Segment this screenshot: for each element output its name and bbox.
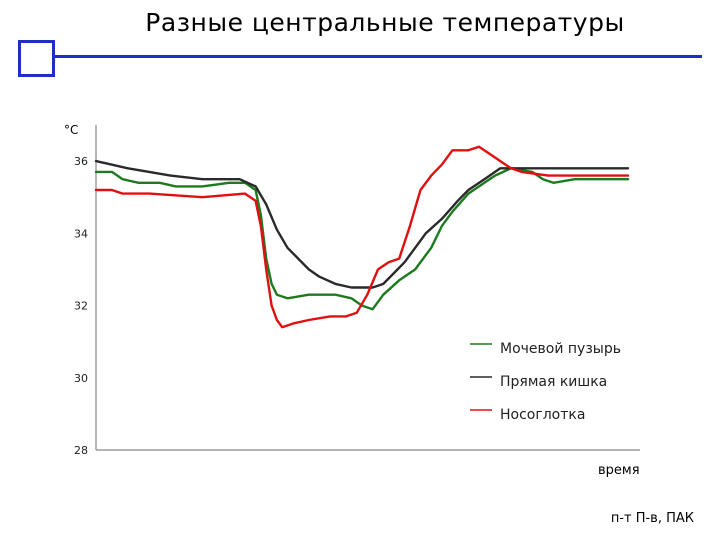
legend-label: Прямая кишка [500,374,607,390]
y-tick-label: 34 [74,227,88,240]
x-axis-label: время [598,463,640,478]
y-tick-label: 32 [74,300,88,313]
decorative-square-icon [18,40,55,77]
footer-note: п-т П-в, ПАК [610,511,694,526]
y-tick-label: 36 [74,155,88,168]
chart-axes [95,125,640,451]
y-tick-label: 28 [74,444,88,457]
legend-label: Мочевой пузырь [500,341,621,357]
series-line [94,159,630,289]
y-tick-labels: 28 30 32 34 36 [74,155,88,457]
series-lines [94,145,630,329]
series-line [94,145,630,329]
y-tick-label: 30 [74,372,88,385]
y-axis-label: °C [64,123,78,137]
title-underline-bar [52,55,702,58]
legend-label: Носоглотка [500,407,585,423]
slide-title: Разные центральные температуры [145,8,625,37]
chart-legend: Мочевой пузырь Прямая кишка Носоглотка [470,341,621,423]
